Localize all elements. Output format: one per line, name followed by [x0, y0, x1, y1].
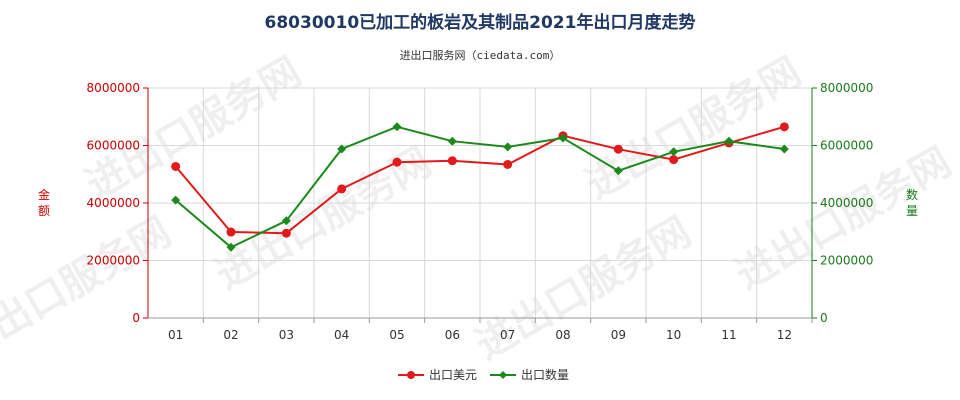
- left-tick-label: 2000000: [87, 254, 140, 268]
- data-point: [171, 161, 181, 171]
- data-point: [281, 216, 291, 226]
- x-tick-label: 02: [223, 328, 238, 342]
- legend-marker: [407, 371, 415, 379]
- x-tick-label: 05: [389, 328, 404, 342]
- right-tick-label: 2000000: [820, 254, 873, 268]
- data-point: [613, 144, 623, 154]
- data-point: [503, 142, 513, 152]
- series-line-1: [174, 125, 785, 235]
- data-point: [724, 136, 734, 146]
- series-layer: [171, 122, 789, 252]
- left-tick-label: 8000000: [87, 81, 140, 95]
- data-point: [226, 242, 236, 252]
- data-point: [779, 122, 789, 132]
- legend-label: 出口美元: [429, 368, 477, 382]
- right-axis-label: 数量: [906, 187, 918, 218]
- data-point: [447, 136, 457, 146]
- left-tick-label: 0: [132, 311, 140, 325]
- series-line-2: [175, 125, 785, 249]
- data-point: [779, 144, 789, 154]
- x-tick-label: 12: [777, 328, 792, 342]
- right-tick-label: 0: [820, 311, 828, 325]
- watermark-text: 进出口服务网: [728, 139, 959, 299]
- data-point: [447, 156, 457, 166]
- data-point: [171, 195, 181, 205]
- x-tick-label: 07: [500, 328, 515, 342]
- data-point: [337, 144, 347, 154]
- data-point: [669, 155, 679, 165]
- data-point: [558, 133, 568, 143]
- watermark-text: 进出口服务网: [468, 209, 699, 369]
- right-tick-label: 6000000: [820, 139, 873, 153]
- data-point: [503, 159, 513, 169]
- legend: 出口美元 出口数量: [398, 367, 569, 382]
- x-tick-label: 10: [666, 328, 681, 342]
- data-point: [613, 166, 623, 176]
- x-tick-label: 08: [555, 328, 570, 342]
- legend-marker: [499, 371, 507, 379]
- data-point: [281, 228, 291, 238]
- left-axis-label: 金额: [38, 187, 50, 218]
- x-tick-label: 04: [334, 328, 349, 342]
- data-point: [392, 157, 402, 167]
- x-tick-label: 01: [168, 328, 183, 342]
- right-tick-label: 8000000: [820, 81, 873, 95]
- x-tick-label: 03: [279, 328, 294, 342]
- chart-subtitle: 进出口服务网（ciedata.com）: [400, 48, 561, 62]
- left-tick-label: 4000000: [87, 196, 140, 210]
- x-tick-label: 06: [445, 328, 460, 342]
- data-point: [392, 122, 402, 132]
- x-tick-label: 09: [611, 328, 626, 342]
- data-point: [337, 184, 347, 194]
- axes: 0 2000000 4000000 6000000 8000000 0 2000000 400…: [38, 81, 918, 342]
- right-tick-label: 4000000: [820, 196, 873, 210]
- legend-label: 出口数量: [521, 367, 569, 382]
- chart-title: 68030010已加工的板岩及其制品2021年出口月度走势: [265, 12, 696, 33]
- left-tick-label: 6000000: [87, 139, 140, 153]
- watermark-text: 进出口服务网: [78, 49, 309, 209]
- x-tick-label: 11: [721, 328, 736, 342]
- watermark-text: 进出口服务网: [0, 209, 179, 369]
- data-point: [669, 147, 679, 157]
- data-point: [226, 227, 236, 237]
